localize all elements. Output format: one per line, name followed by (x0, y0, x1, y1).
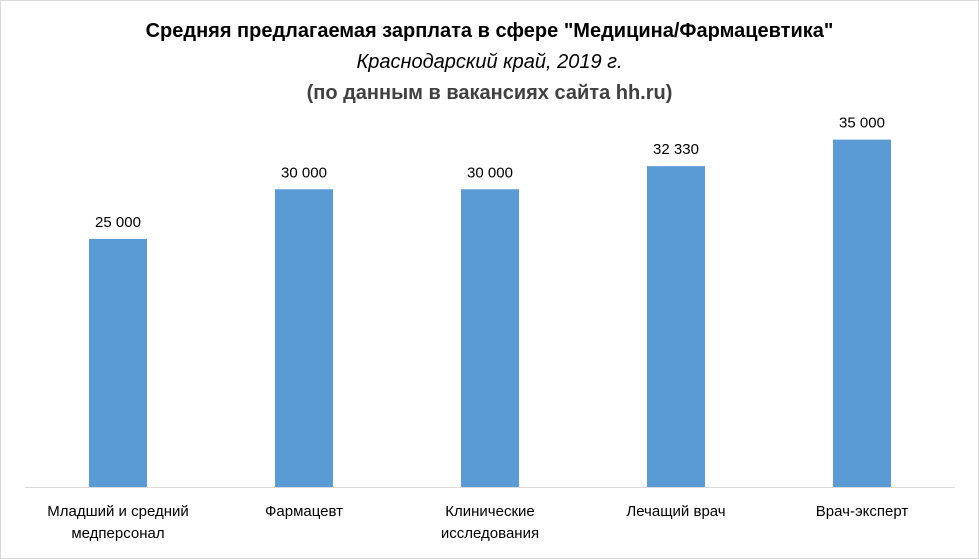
bar-1 (89, 238, 147, 487)
category-label-5: Врач-эксперт (815, 503, 909, 520)
data-label-1: 25 000 (95, 214, 141, 231)
category-label-3: Клинические исследования (440, 503, 540, 542)
bar-4 (647, 166, 705, 487)
data-label-5: 35 000 (839, 115, 885, 132)
chart-title: Средняя предлагаемая зарплата в сфере "М… (145, 20, 834, 42)
data-label-3: 30 000 (467, 164, 513, 181)
category-label-1: Младший и средний медперсонал (47, 503, 189, 542)
category-label-4: Лечащий врач (626, 503, 726, 520)
data-label-2: 30 000 (281, 164, 327, 181)
chart-source-note: (по данным в вакансиях сайта hh.ru) (306, 82, 673, 104)
bar-3 (461, 189, 519, 487)
bar-5 (833, 139, 891, 487)
bar-2 (275, 189, 333, 487)
chart-subtitle: Краснодарский край, 2019 г. (356, 51, 623, 73)
category-label-2: Фармацевт (264, 503, 344, 520)
data-label-4: 32 330 (653, 141, 699, 158)
